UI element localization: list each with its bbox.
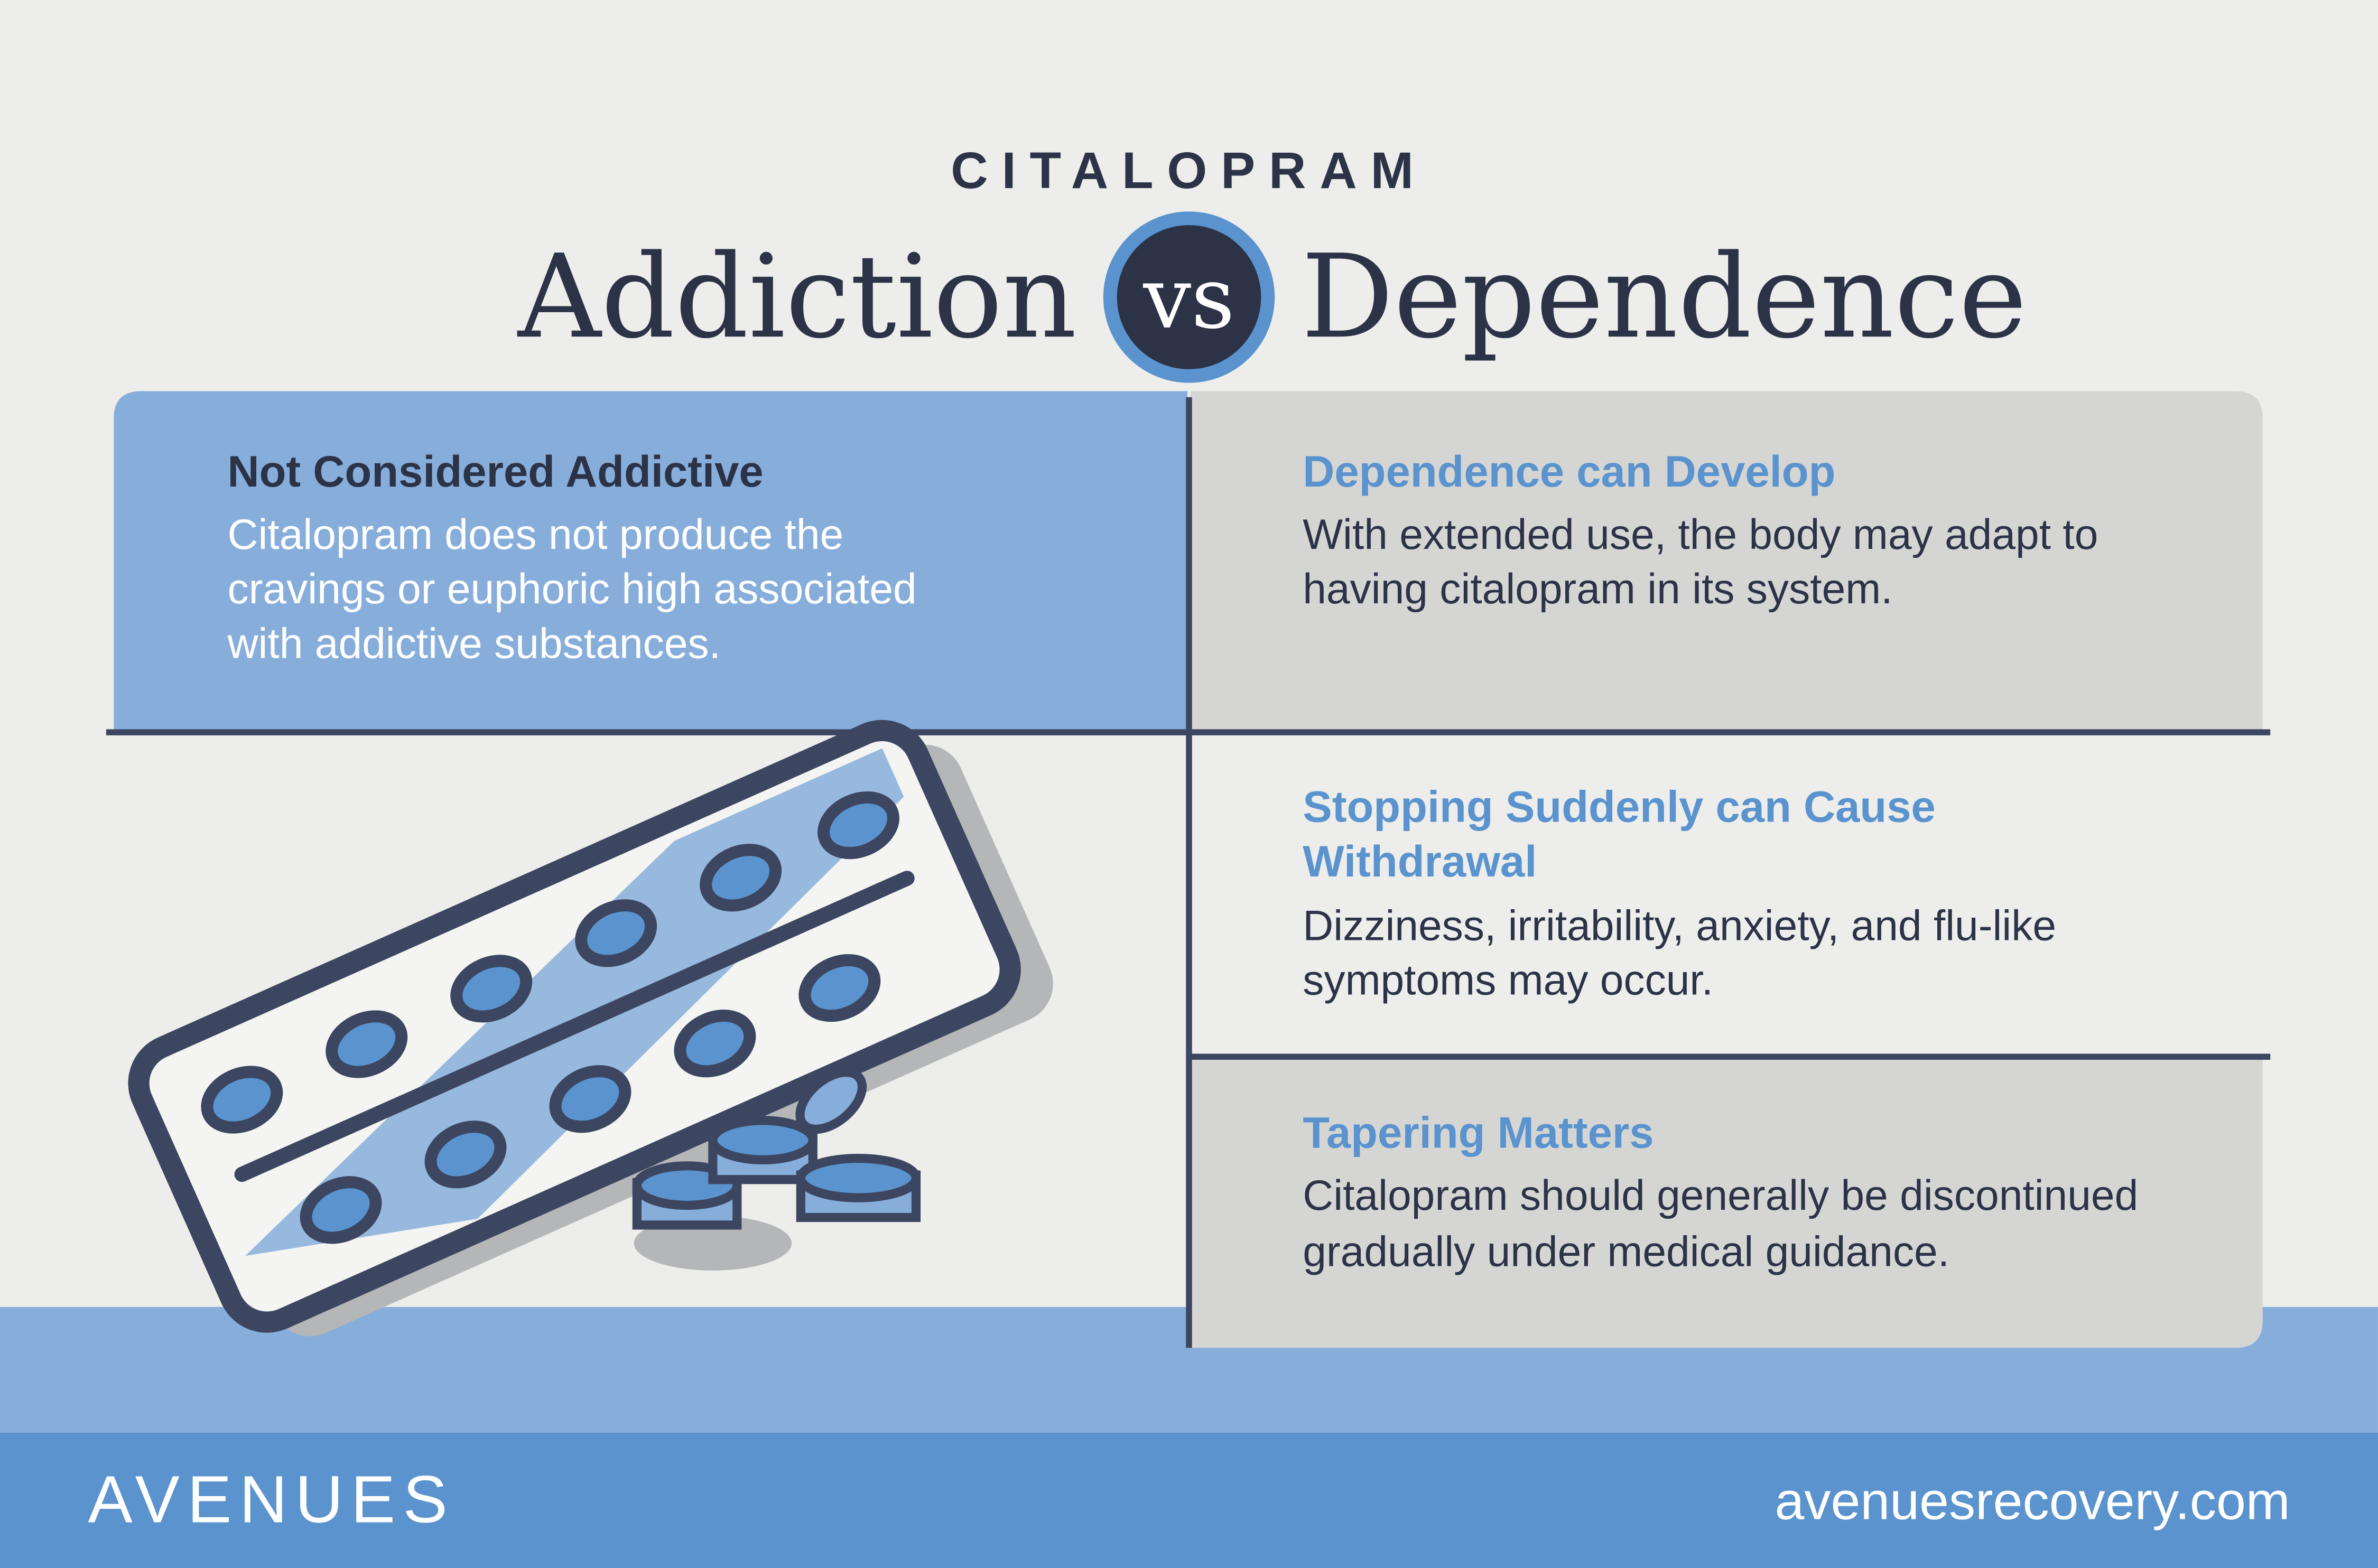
loose-pills bbox=[632, 1067, 921, 1271]
panel-text: Citalopram should generally be discontin… bbox=[1303, 1172, 2138, 1219]
band-dark bbox=[0, 1433, 2378, 1568]
panel-bg bbox=[1190, 1057, 2263, 1348]
url: avenuesrecovery.com bbox=[1775, 1472, 2290, 1531]
panel-title: Dependence can Develop bbox=[1303, 447, 1835, 496]
panel-bg bbox=[114, 391, 1188, 731]
panel-title: Tapering Matters bbox=[1303, 1108, 1654, 1157]
panel-text: cravings or euphoric high associated bbox=[228, 565, 917, 613]
pack-line bbox=[234, 871, 915, 1182]
panel-text: With extended use, the body may adapt to bbox=[1303, 511, 2098, 558]
panel-text: Dizziness, irritability, anxiety, and fl… bbox=[1303, 902, 2056, 949]
title-left: Addiction bbox=[517, 230, 1077, 364]
panel-text: having citalopram in its system. bbox=[1303, 565, 1892, 613]
title-right: Dependence bbox=[1301, 230, 2027, 364]
panel-title: Not Considered Addictive bbox=[228, 447, 764, 496]
panel-title: Withdrawal bbox=[1303, 837, 1537, 886]
panel-text: gradually under medical guidance. bbox=[1303, 1228, 1949, 1275]
vs-badge bbox=[1103, 211, 1275, 383]
pills bbox=[201, 791, 899, 1244]
panel-text: Citalopram does not produce the bbox=[228, 511, 844, 558]
vs-text: vs bbox=[1142, 249, 1234, 348]
panel-text: symptoms may occur. bbox=[1303, 957, 1713, 1004]
panel-bg bbox=[1190, 391, 2263, 734]
panel-title: Stopping Suddenly can Cause bbox=[1303, 782, 1936, 831]
panel-text: with addictive substances. bbox=[227, 620, 721, 668]
brand: AVENUES bbox=[88, 1462, 455, 1536]
eyebrow: CITALOPRAM bbox=[951, 142, 1427, 199]
pill-pack bbox=[128, 720, 1053, 1337]
